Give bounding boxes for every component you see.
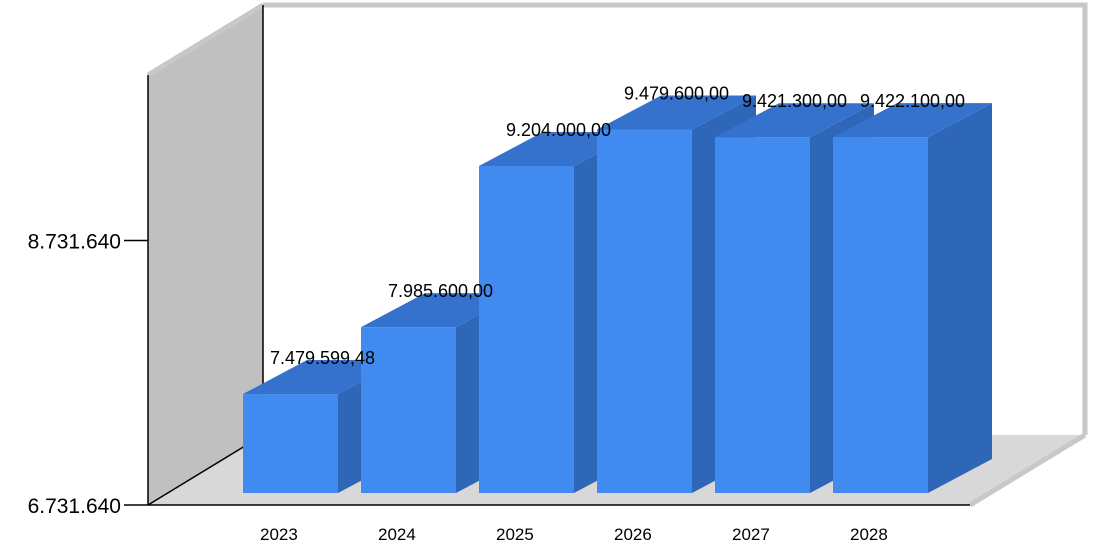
bar-side: [928, 103, 992, 493]
bar-front: [361, 327, 456, 493]
bar-top: [715, 103, 874, 138]
data-label-2024: 7.985.600,00: [388, 281, 493, 301]
data-label-2027: 9.421.300,00: [742, 91, 847, 111]
x-tick-label-2024: 2024: [378, 525, 416, 544]
bar-front: [833, 137, 928, 494]
left-wall: [148, 5, 263, 505]
data-labels: 7.479.599,48 7.985.600,00 9.204.000,00 9.47…: [270, 84, 965, 369]
data-label-2026: 9.479.600,00: [624, 84, 729, 104]
axes: 2023 2024 2025 2026 2027 2028 6.731.640 8.731.6…: [28, 230, 888, 544]
bar-top: [597, 95, 756, 130]
bar-front: [597, 129, 692, 493]
x-tick-label-2026: 2026: [614, 525, 652, 544]
back-wall-outline: [263, 2, 1088, 435]
data-label-2025: 9.204.000,00: [506, 120, 611, 140]
bar-front: [479, 165, 574, 493]
y-tick-label: 6.731.640: [28, 495, 121, 518]
bar-top: [833, 103, 992, 138]
bar-front: [715, 137, 810, 494]
bar-2028: [833, 103, 992, 494]
y-tick-label: 8.731.640: [28, 230, 121, 253]
bar-front: [243, 394, 338, 493]
data-label-2023: 7.479.599,48: [270, 348, 375, 368]
floor-right-edge: [968, 432, 1087, 508]
left-wall-top-edge: [146, 2, 265, 78]
x-tick-label-2023: 2023: [260, 525, 298, 544]
bar-series: [243, 95, 992, 494]
x-tick-label-2028: 2028: [850, 525, 888, 544]
x-tick-label-2025: 2025: [496, 525, 534, 544]
data-label-2028: 9.422.100,00: [860, 91, 965, 111]
x-tick-label-2027: 2027: [732, 525, 770, 544]
bar-2024: [361, 293, 520, 493]
